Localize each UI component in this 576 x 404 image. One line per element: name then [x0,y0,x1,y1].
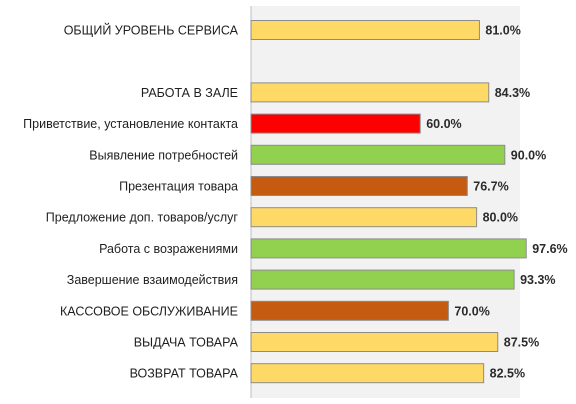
data-label: 93.3% [520,273,555,287]
category-label: ВОЗВРАТ ТОВАРА [130,367,239,381]
bar [250,82,490,103]
data-label: 80.0% [483,211,518,225]
data-label: 70.0% [454,304,489,318]
category-label: КАССОВОЕ ОБСЛУЖИВАНИЕ [60,304,238,318]
category-label: Работа с возражениями [99,242,238,256]
bar [250,332,499,352]
bar [250,113,421,134]
bar [250,144,506,165]
bar [250,269,515,290]
data-label: 82.5% [490,367,525,381]
data-label: 90.0% [511,148,546,162]
bar [250,300,449,321]
category-label: Предложение доп. товаров/услуг [46,211,239,225]
category-label: Приветствие, установление контакта [23,117,238,131]
bar [250,20,480,40]
bar [250,207,478,228]
data-label: 97.6% [532,242,567,256]
bar [250,176,468,196]
category-label: Презентация товара [119,180,238,194]
category-label: Завершение взаимодействия [67,273,238,287]
category-label: ОБЩИЙ УРОВЕНЬ СЕРВИСА [64,23,239,38]
category-label: РАБОТА В ЗАЛЕ [141,86,238,100]
data-label: 76.7% [473,180,508,194]
data-label: 81.0% [485,24,520,38]
bar [250,363,485,384]
category-label: ВЫДАЧА ТОВАРА [134,336,239,350]
data-label: 87.5% [504,336,539,350]
data-label: 84.3% [495,86,530,100]
category-label: Выявление потребностей [89,148,238,162]
bar [250,238,527,259]
data-label: 60.0% [426,117,461,131]
